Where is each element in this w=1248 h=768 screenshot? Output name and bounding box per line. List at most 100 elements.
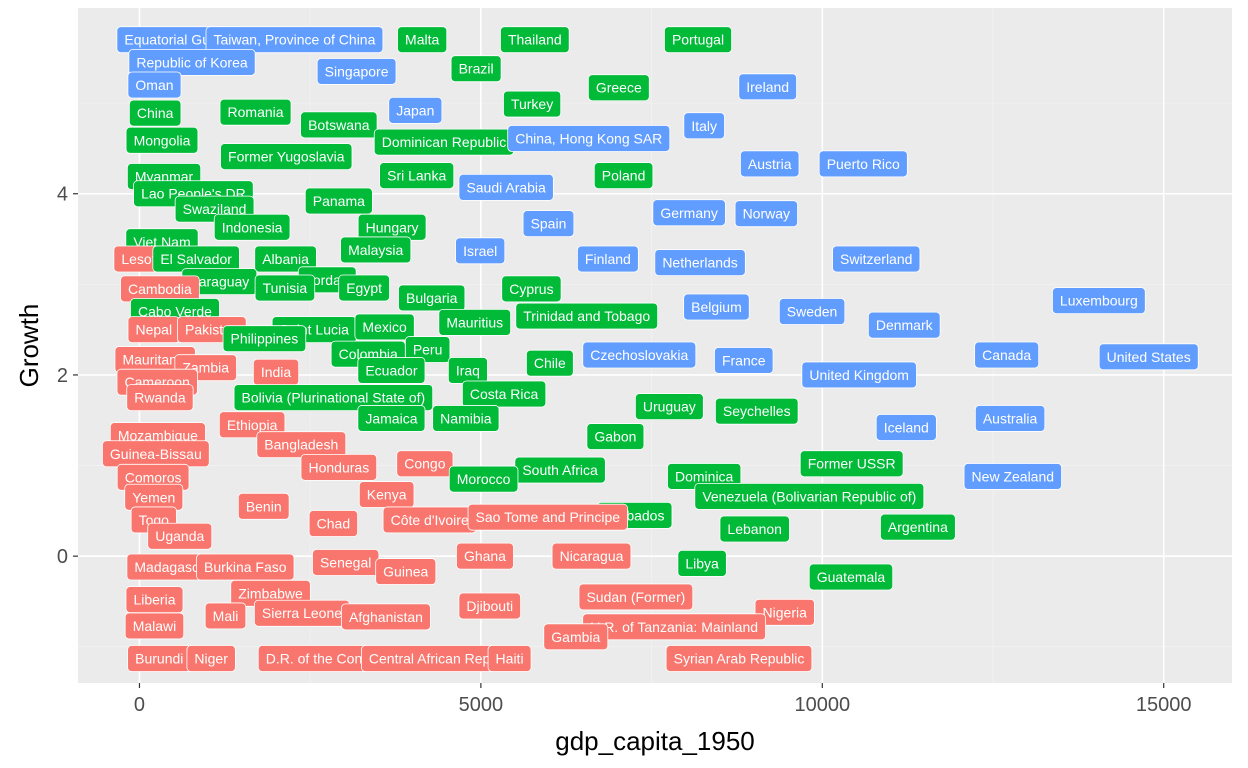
label-text: Nigeria — [763, 604, 808, 620]
point-label: Brazil — [450, 55, 502, 83]
label-text: Cabo Verde — [138, 304, 212, 320]
point-label: Sao Tome and Principe — [467, 503, 628, 531]
point-label: U.R. of Tanzania: Mainland — [582, 613, 766, 641]
label-box — [354, 313, 415, 341]
point-label: Spain — [522, 210, 575, 238]
label-text: Gambia — [551, 629, 600, 645]
label-box — [719, 515, 790, 543]
label-text: Dominican Republic — [382, 134, 507, 150]
label-text: Austria — [748, 156, 792, 172]
point-label: Gambia — [543, 623, 609, 651]
label-box — [664, 26, 732, 54]
x-tick-label: 15000 — [1136, 694, 1192, 716]
label-box — [543, 623, 609, 651]
label-text: Burkina Faso — [204, 559, 287, 575]
label-box — [458, 173, 554, 201]
point-label: Sweden — [778, 298, 846, 325]
label-box — [204, 602, 247, 630]
point-label: D.R. of the Congo — [257, 645, 386, 672]
point-label: Dominica — [667, 463, 742, 490]
label-text: Syrian Arab Republic — [674, 651, 805, 667]
point-label: Saudi Arabia — [458, 173, 554, 201]
point-label: Canada — [974, 341, 1040, 369]
label-text: Mauritania — [122, 352, 188, 368]
point-label: Trinidad and Tobago — [515, 302, 659, 330]
label-text: Norway — [743, 206, 790, 222]
label-box — [734, 200, 798, 228]
label-box — [1052, 287, 1146, 315]
label-text: Argentina — [888, 519, 948, 535]
label-box — [304, 187, 373, 215]
point-label: Philippines — [222, 325, 307, 353]
label-box — [880, 513, 956, 541]
point-label: Dominican Republic — [373, 128, 515, 156]
label-text: Panama — [313, 193, 365, 209]
point-label: Panama — [304, 187, 373, 215]
point-label: Tunisia — [254, 274, 316, 302]
label-text: Mali — [213, 608, 239, 624]
label-box — [448, 465, 519, 493]
label-box — [254, 274, 316, 302]
point-label: Uruguay — [634, 393, 704, 421]
point-label: Hungary — [357, 213, 427, 241]
label-text: Greece — [596, 80, 642, 96]
label-box — [677, 550, 727, 577]
label-text: Sao Tome and Principe — [476, 509, 621, 525]
point-label: Ghana — [456, 542, 514, 570]
point-label: Malawi — [124, 612, 185, 640]
label-text: Trinidad and Tobago — [523, 308, 650, 324]
point-label: Jamaica — [357, 405, 426, 432]
label-box — [127, 71, 182, 99]
point-label: Paraguay — [181, 268, 258, 296]
label-text: Egypt — [346, 280, 382, 296]
label-box — [818, 150, 908, 178]
point-label: Yemen — [124, 483, 184, 511]
point-label: Former USSR — [799, 450, 904, 478]
label-text: Indonesia — [222, 219, 283, 235]
label-text: Botswana — [308, 117, 370, 133]
label-text: Mexico — [362, 319, 407, 335]
point-label: Madagascar — [126, 553, 220, 581]
label-text: Central African Republic — [369, 651, 519, 667]
point-label: Finland — [577, 245, 639, 273]
point-label: Niger — [186, 645, 236, 672]
label-text: Paraguay — [189, 274, 249, 290]
point-label: Iceland — [875, 414, 937, 441]
label-box — [125, 126, 199, 154]
point-label: Norway — [734, 200, 798, 228]
label-box — [714, 347, 774, 374]
label-text: Finland — [585, 251, 631, 267]
label-text: Former USSR — [808, 456, 896, 472]
label-text: China — [137, 105, 174, 121]
label-box — [507, 125, 671, 152]
point-label: Iraq — [447, 357, 488, 384]
point-label: Syrian Arab Republic — [665, 645, 813, 672]
point-label: Botswana — [300, 111, 378, 139]
label-text: Malaysia — [348, 242, 403, 258]
y-tick-label: 4 — [57, 184, 68, 206]
point-label: Greece — [587, 74, 650, 102]
y-axis-title: Growth — [14, 304, 44, 388]
label-text: Brazil — [459, 61, 494, 77]
label-text: Madagascar — [134, 559, 211, 575]
point-label: Argentina — [880, 513, 956, 541]
point-label: Burkina Faso — [196, 553, 295, 581]
label-box — [578, 583, 694, 611]
label-text: Netherlands — [662, 255, 738, 271]
label-text: Haiti — [496, 651, 524, 667]
label-text: Peru — [413, 342, 443, 358]
label-text: Uruguay — [643, 399, 696, 415]
label-box — [237, 492, 290, 520]
label-text: Bolivia (Plurinational State of) — [242, 390, 426, 406]
point-label: Portugal — [664, 26, 732, 54]
point-label: Nepal — [127, 316, 180, 344]
label-box — [714, 397, 799, 425]
point-label: Morocco — [448, 465, 519, 493]
y-axis-ticks: 0 2 4 — [57, 184, 78, 568]
label-text: Libya — [685, 555, 719, 571]
point-label: India — [252, 358, 300, 386]
point-label: Cambodia — [120, 275, 200, 303]
label-box — [218, 411, 286, 439]
label-text: Honduras — [308, 459, 369, 475]
point-label: Seychelles — [714, 397, 799, 425]
